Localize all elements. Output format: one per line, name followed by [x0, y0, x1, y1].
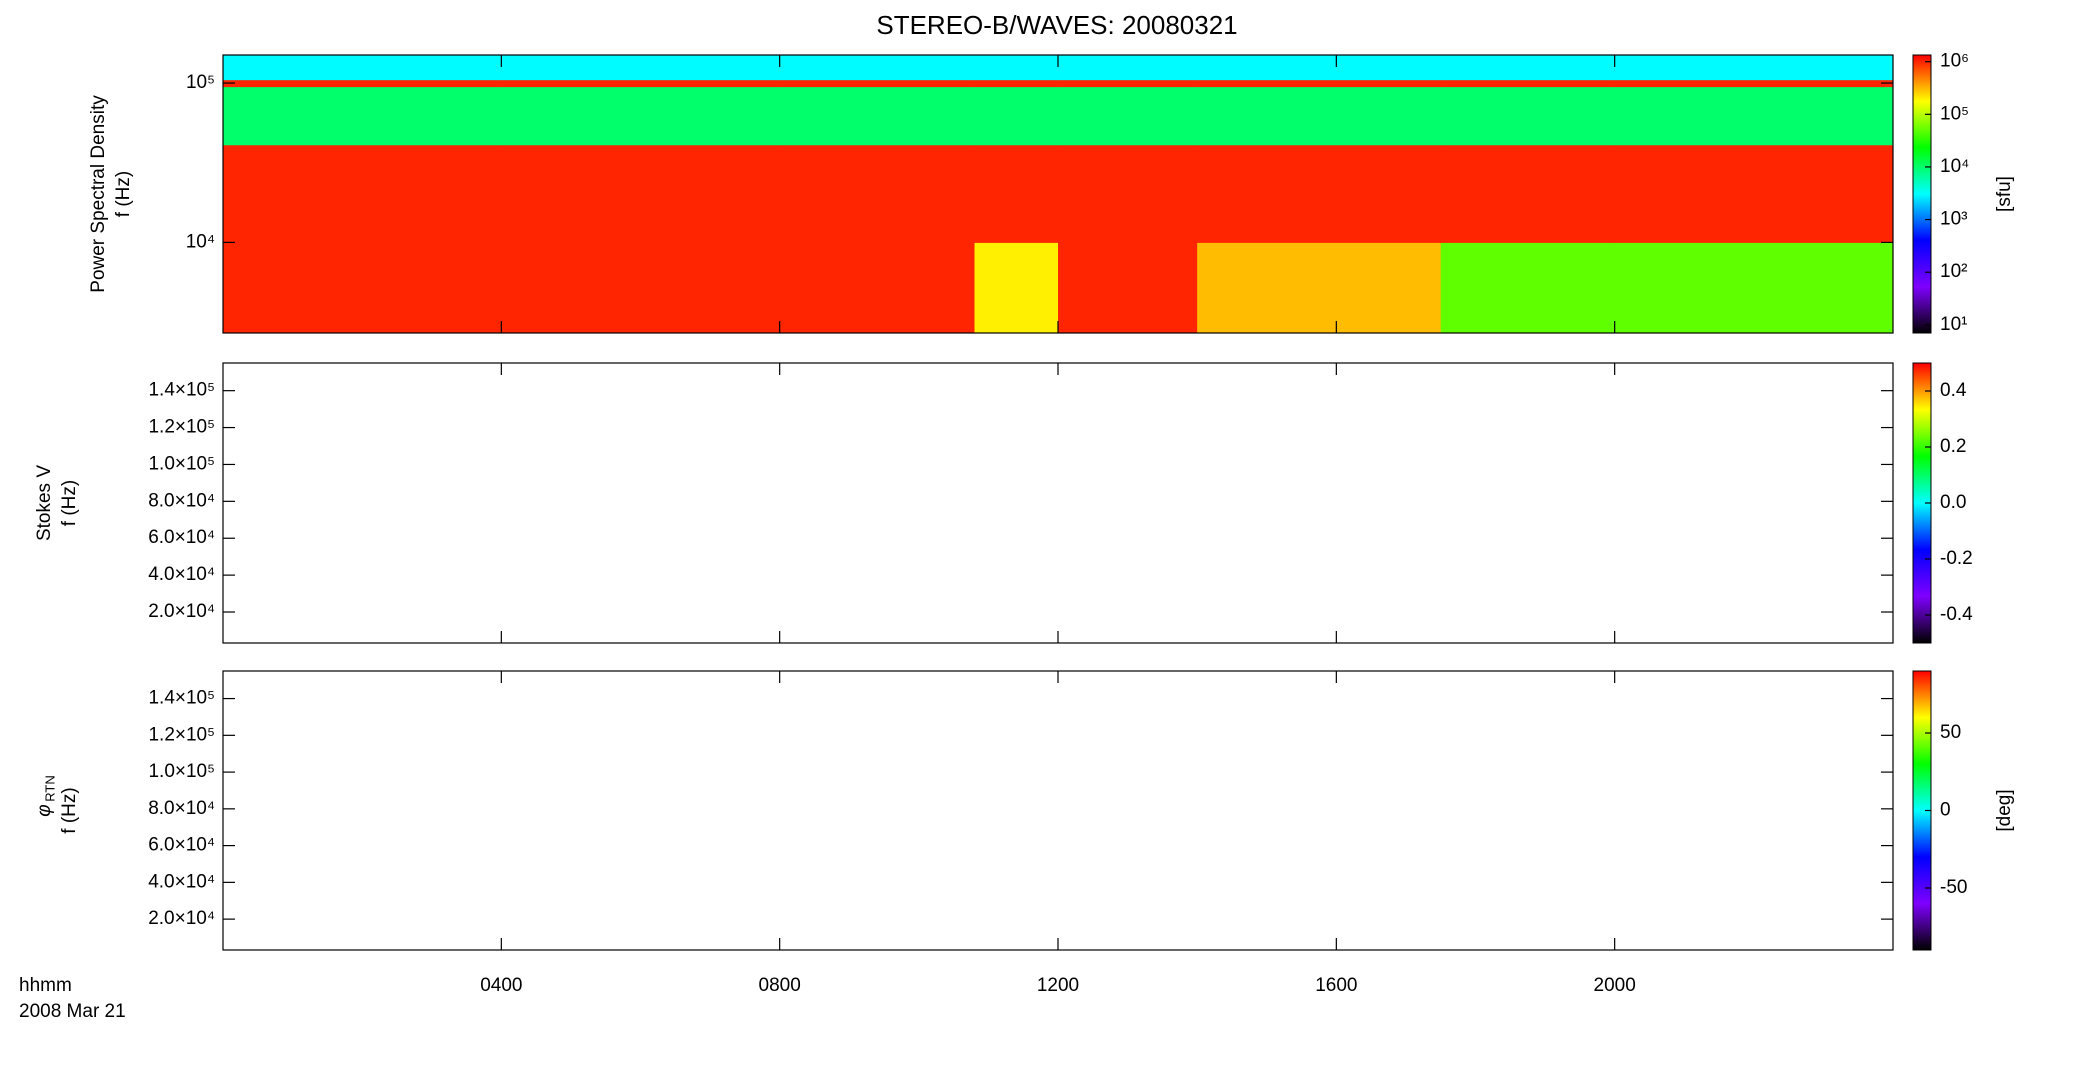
- date-label: 2008 Mar 21: [19, 1001, 126, 1022]
- y-axis-label: f (Hz): [113, 171, 134, 217]
- spectrogram-cell: [1440, 79, 1616, 88]
- y-tick-label: 1.0×10⁵: [148, 453, 215, 474]
- colorbar-tick-label: 10⁵: [1940, 103, 1969, 124]
- spectrogram-cell: [1614, 79, 1894, 88]
- colorbar-tick-label: 0.4: [1940, 380, 1967, 401]
- spectrogram-cell: [1197, 79, 1442, 88]
- x-tick-label: 2000: [1594, 975, 1636, 996]
- spectrogram-cell: [779, 55, 975, 81]
- spectrogram-cell: [501, 79, 781, 88]
- colorbar-tick-label: 10³: [1940, 209, 1967, 230]
- spectrogram-cell: [1058, 86, 1198, 146]
- x-tick-label: 0800: [759, 975, 801, 996]
- colorbar-tick-label: 10²: [1940, 261, 1967, 282]
- y-tick-label: 6.0×10⁴: [148, 527, 215, 548]
- y-tick-label: 2.0×10⁴: [148, 908, 215, 929]
- spectrogram-cell: [1440, 55, 1616, 81]
- y-tick-label: 10⁴: [186, 231, 215, 252]
- colorbar-tick-label: 10⁶: [1940, 51, 1969, 72]
- spectrogram-cell: [974, 242, 1059, 334]
- colorbar-tick-label: 10⁴: [1940, 156, 1969, 177]
- spectrogram-cell: [223, 144, 502, 243]
- y-tick-label: 6.0×10⁴: [148, 835, 215, 856]
- spectrogram-cell: [1197, 86, 1442, 146]
- spectrogram-cell: [779, 144, 975, 243]
- spectrogram-cell: [501, 242, 781, 334]
- y-axis-label: f (Hz): [59, 480, 80, 526]
- spectrogram-cell: [501, 55, 781, 81]
- y-axis-label-subscript: RTN: [42, 775, 57, 801]
- y-tick-label: 10⁵: [186, 72, 215, 93]
- colorbar-tick-label: 50: [1940, 722, 1961, 743]
- colorbar: [1912, 54, 1932, 334]
- y-tick-label: 1.2×10⁵: [148, 417, 215, 438]
- y-axis-label: Power Spectral Density: [88, 95, 109, 293]
- spectrogram-cell: [1197, 144, 1442, 243]
- y-axis-label: Stokes V: [34, 465, 55, 541]
- chart-title: STEREO-B/WAVES: 20080321: [876, 10, 1237, 40]
- spectrogram-cell: [1058, 144, 1198, 243]
- spectrogram-cell: [223, 55, 502, 81]
- spectrogram-cell: [779, 79, 975, 88]
- spectrogram-cell: [1440, 144, 1616, 243]
- spectrogram-cell: [974, 79, 1059, 88]
- spectrogram-cell: [501, 86, 781, 146]
- y-tick-label: 1.4×10⁵: [148, 380, 215, 401]
- spectrogram-cell: [223, 242, 502, 334]
- y-axis-label: f (Hz): [59, 787, 80, 833]
- spectrogram-cell: [1058, 242, 1198, 334]
- spectrogram-cell: [1614, 86, 1894, 146]
- colorbar-tick-label: 0.2: [1940, 436, 1966, 457]
- y-tick-label: 8.0×10⁴: [148, 798, 215, 819]
- colorbar-label: [sfu]: [1994, 176, 2015, 212]
- spectrogram-cell: [1440, 242, 1616, 334]
- spectrogram-cell: [974, 86, 1059, 146]
- spectrogram-cell: [1614, 242, 1894, 334]
- spectrogram-cell: [1440, 86, 1616, 146]
- y-tick-label: 1.4×10⁵: [148, 688, 215, 709]
- spectrogram-cell: [223, 79, 502, 88]
- spectrogram-cell: [223, 86, 502, 146]
- colorbar-tick-label: 0: [1940, 800, 1951, 821]
- spectrogram-cell: [1197, 242, 1442, 334]
- y-tick-label: 4.0×10⁴: [148, 871, 215, 892]
- y-axis-label: φ: [34, 804, 55, 816]
- spectrogram-cell: [1614, 55, 1894, 81]
- plot-frame: [222, 362, 1894, 644]
- spectrogram-cell: [1058, 79, 1198, 88]
- y-tick-label: 1.0×10⁵: [148, 761, 215, 782]
- colorbar-tick-label: -0.4: [1940, 604, 1973, 625]
- colorbar-tick-label: 10¹: [1940, 314, 1967, 335]
- plot-frame: [222, 670, 1894, 951]
- colorbar-label: [deg]: [1994, 789, 2015, 831]
- spectrogram-cell: [501, 144, 781, 243]
- spectrogram-cell: [974, 55, 1059, 81]
- x-tick-label: 1600: [1315, 975, 1357, 996]
- spectrogram-cell: [1614, 144, 1894, 243]
- spectrogram-cell: [779, 86, 975, 146]
- spectrogram-cell: [974, 144, 1059, 243]
- y-tick-label: 4.0×10⁴: [148, 564, 215, 585]
- spectrogram-cell: [779, 242, 975, 334]
- y-tick-label: 8.0×10⁴: [148, 490, 215, 511]
- spectrogram-cell: [1058, 55, 1198, 81]
- spectrogram-cell: [1197, 55, 1442, 81]
- y-tick-label: 1.2×10⁵: [148, 724, 215, 745]
- colorbar-tick-label: -0.2: [1940, 548, 1973, 569]
- colorbar-tick-label: 0.0: [1940, 492, 1966, 513]
- x-axis-label: hhmm: [19, 975, 72, 996]
- x-tick-label: 1200: [1037, 975, 1079, 996]
- y-tick-label: 2.0×10⁴: [148, 601, 215, 622]
- x-tick-label: 0400: [480, 975, 522, 996]
- colorbar-tick-label: -50: [1940, 877, 1967, 898]
